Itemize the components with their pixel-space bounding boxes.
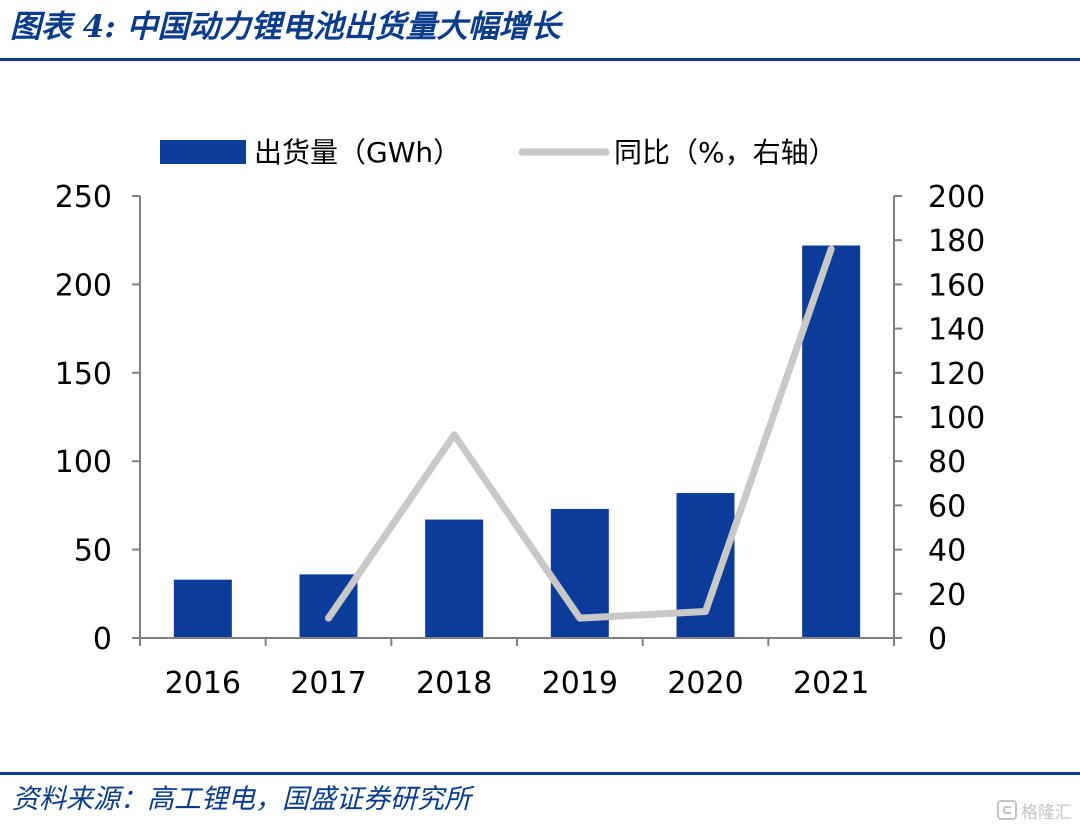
x-tick-label-2021: 2021	[793, 666, 869, 701]
y-left-tick-label: 250	[55, 180, 112, 215]
y-right-tick-label: 40	[928, 534, 966, 569]
source-note: 资料来源：高工锂电，国盛证券研究所	[12, 784, 471, 815]
y-right-tick-label: 100	[928, 401, 985, 436]
y-left-tick-label: 200	[55, 268, 112, 303]
legend-label-line: 同比（%，右轴）	[614, 136, 837, 169]
y-right-tick-label: 20	[928, 578, 966, 613]
y-right-tick-label: 200	[928, 180, 985, 215]
x-tick-label-2017: 2017	[290, 666, 366, 701]
chart-axes: 0 50 100 150 200 250 0 20 40 60 80 100 120 140 160 180 2…	[55, 180, 986, 701]
chart: 出货量（GWh） 同比（%，右轴） 0 50 100 150 200 250 0 20 40 60…	[55, 136, 986, 701]
y-right-tick-label: 160	[928, 268, 985, 303]
watermark: 格隆汇	[997, 796, 1072, 824]
y-right-tick-label: 60	[928, 489, 966, 524]
bar-2016	[173, 579, 232, 638]
x-tick-label-2016: 2016	[165, 666, 241, 701]
source-divider	[0, 772, 1080, 775]
legend-swatch-bar	[160, 140, 246, 164]
bar-2018	[425, 519, 484, 638]
x-tick-label-2020: 2020	[667, 666, 743, 701]
y-left-tick-label: 150	[55, 357, 112, 392]
legend-label-bar: 出货量（GWh）	[254, 136, 461, 169]
y-right-tick-label: 140	[928, 313, 985, 348]
bar-series	[173, 245, 861, 638]
x-tick-label-2018: 2018	[416, 666, 492, 701]
watermark-text: 格隆汇	[1021, 802, 1072, 823]
bar-2020	[676, 493, 735, 638]
y-left-tick-label: 50	[74, 534, 112, 569]
y-left-tick-label: 100	[55, 445, 112, 480]
x-tick-label-2019: 2019	[542, 666, 618, 701]
y-right-tick-label: 120	[928, 357, 985, 392]
y-right-tick-label: 180	[928, 224, 985, 259]
y-right-tick-label: 80	[928, 445, 966, 480]
y-left-tick-label: 0	[93, 622, 112, 657]
y-right-tick-label: 0	[928, 622, 947, 657]
gelonghui-logo-icon	[997, 800, 1017, 820]
figure-title: 图表 4: 中国动力锂电池出货量大幅增长	[10, 9, 561, 45]
chart-legend: 出货量（GWh） 同比（%，右轴）	[160, 136, 837, 169]
yoy-line-series	[325, 245, 835, 622]
title-divider	[0, 58, 1080, 61]
